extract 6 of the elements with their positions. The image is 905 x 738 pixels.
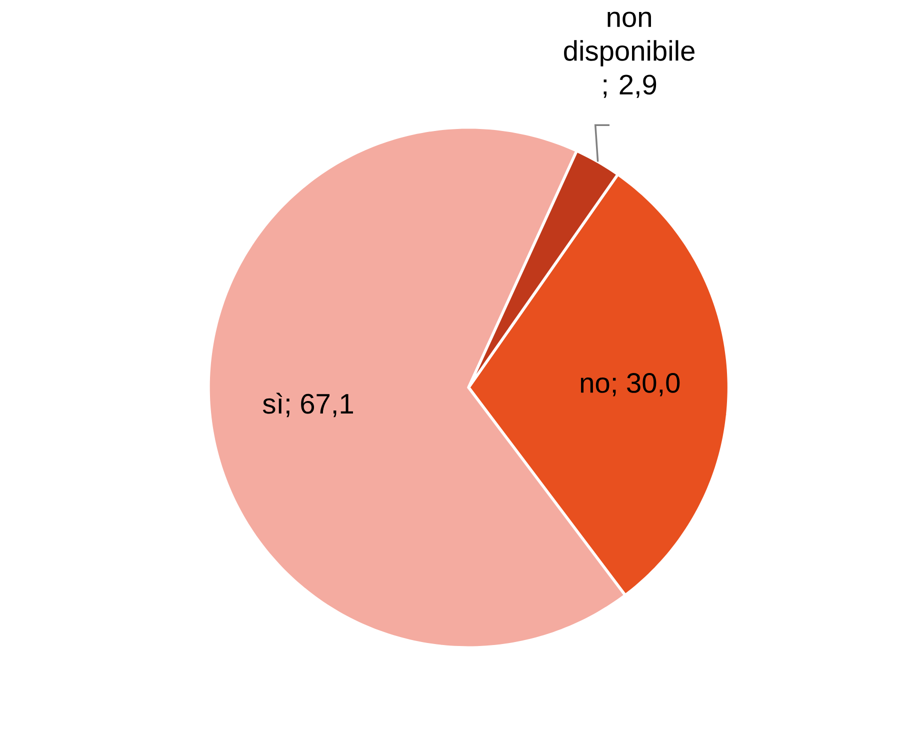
data-label: ; 30,0: [612, 372, 680, 396]
slice-label: no: [580, 377, 610, 393]
data-label: ; 67,1: [286, 394, 353, 417]
slice-label: non disponibile: [564, 12, 694, 66]
data-label: ; 2,9: [604, 74, 656, 98]
slice-label: sì: [262, 392, 282, 414]
